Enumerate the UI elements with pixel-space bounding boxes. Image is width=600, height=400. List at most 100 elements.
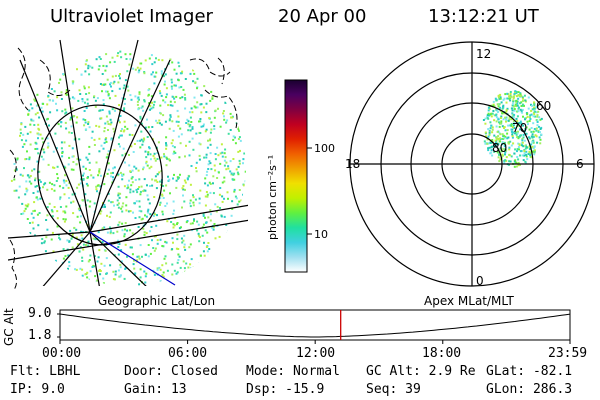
emission-speck (231, 116, 234, 119)
emission-speck (76, 158, 79, 161)
emission-speck (29, 222, 31, 224)
polar-emission-speck (530, 156, 533, 159)
emission-speck (87, 244, 90, 247)
polar-emission-speck (520, 94, 523, 97)
emission-speck (212, 192, 215, 195)
emission-speck (76, 243, 79, 246)
polar-emission-speck (528, 136, 530, 139)
emission-speck (124, 268, 127, 270)
polar-emission-speck (521, 103, 524, 106)
polar-emission-speck (532, 147, 535, 150)
polar-emission-speck (486, 142, 489, 145)
polar-emission-speck (495, 125, 498, 128)
emission-speck (182, 194, 184, 197)
emission-speck (144, 59, 147, 62)
emission-speck (112, 127, 115, 130)
emission-speck (147, 244, 150, 246)
emission-speck (159, 122, 161, 125)
emission-speck (46, 228, 49, 231)
polar-emission-speck (504, 135, 507, 138)
emission-speck (131, 232, 134, 235)
emission-speck (122, 173, 125, 176)
emission-speck (209, 219, 212, 222)
emission-speck (35, 104, 38, 107)
polar-emission-speck (524, 99, 527, 102)
polar-emission-speck (490, 115, 493, 118)
polar-emission-speck (521, 139, 524, 142)
emission-speck (134, 95, 137, 98)
emission-speck (33, 209, 36, 212)
emission-speck (91, 266, 94, 268)
emission-speck (121, 210, 124, 213)
emission-speck (97, 68, 100, 71)
emission-speck (227, 165, 230, 168)
emission-speck (107, 123, 110, 125)
emission-speck (107, 129, 109, 131)
emission-speck (172, 152, 175, 155)
emission-speck (199, 132, 202, 134)
polar-emission-speck (526, 113, 529, 116)
polar-emission-speck (511, 104, 514, 107)
emission-speck (90, 136, 93, 139)
emission-speck (165, 142, 167, 145)
emission-speck (186, 118, 189, 121)
emission-speck (29, 175, 32, 177)
emission-speck (64, 112, 67, 115)
emission-speck (98, 109, 101, 112)
emission-speck (135, 167, 138, 170)
emission-speck (203, 85, 206, 88)
emission-speck (179, 142, 182, 145)
emission-speck (129, 94, 132, 97)
emission-speck (166, 269, 169, 272)
info-ip: IP: 9.0 (10, 382, 65, 397)
emission-speck (155, 57, 157, 60)
emission-speck (171, 139, 174, 142)
polar-emission-speck (521, 96, 524, 99)
polar-emission-speck (504, 148, 507, 151)
emission-speck (148, 167, 151, 170)
polar-emission-speck (516, 150, 518, 153)
polar-emission-speck (533, 150, 536, 153)
polar-emission-speck (519, 128, 521, 131)
emission-speck (167, 175, 169, 178)
emission-speck (172, 241, 174, 244)
polar-emission-speck (524, 128, 527, 130)
emission-speck (169, 192, 171, 195)
polar-emission-speck (496, 130, 499, 133)
mlat-label-70: 70 (512, 121, 527, 135)
polar-emission-speck (511, 133, 514, 136)
emission-speck (180, 133, 183, 136)
emission-speck (120, 134, 123, 137)
polar-emission-speck (537, 131, 540, 133)
emission-speck (204, 130, 207, 133)
emission-speck (184, 97, 187, 99)
emission-speck (244, 180, 246, 183)
emission-speck (169, 100, 172, 103)
emission-speck (184, 270, 187, 273)
emission-speck (130, 98, 133, 101)
emission-speck (96, 260, 99, 263)
emission-speck (76, 215, 79, 218)
emission-speck (176, 261, 179, 264)
emission-speck (52, 166, 54, 169)
emission-speck (109, 226, 111, 229)
emission-speck (71, 82, 74, 85)
emission-speck (68, 261, 71, 264)
emission-speck (205, 246, 208, 248)
emission-speck (111, 75, 114, 78)
emission-speck (59, 125, 62, 128)
emission-speck (114, 74, 117, 77)
emission-speck (176, 109, 179, 112)
emission-speck (124, 98, 126, 100)
emission-speck (206, 231, 209, 234)
emission-speck (195, 167, 197, 169)
polar-emission-speck (488, 129, 491, 132)
emission-speck (151, 63, 154, 66)
emission-speck (223, 176, 226, 179)
emission-speck (214, 158, 217, 161)
emission-speck (225, 161, 228, 164)
polar-emission-speck (502, 134, 505, 137)
emission-speck (109, 123, 112, 126)
emission-speck (117, 206, 120, 209)
polar-emission-speck (489, 141, 492, 144)
